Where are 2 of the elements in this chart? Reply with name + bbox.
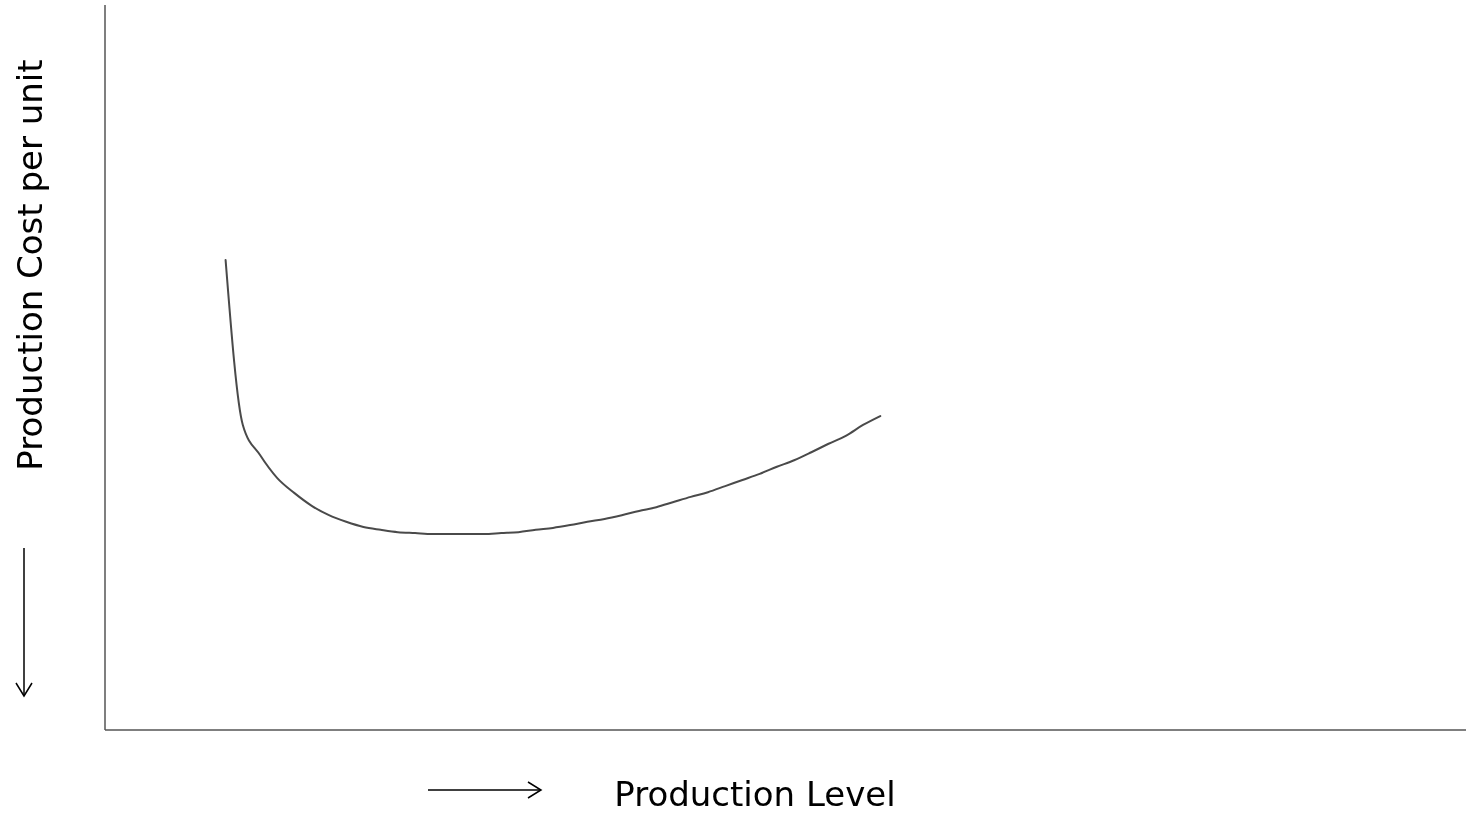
x-axis-title: Production Level [614,774,896,814]
y-axis-title: Production Cost per unit [10,59,50,471]
